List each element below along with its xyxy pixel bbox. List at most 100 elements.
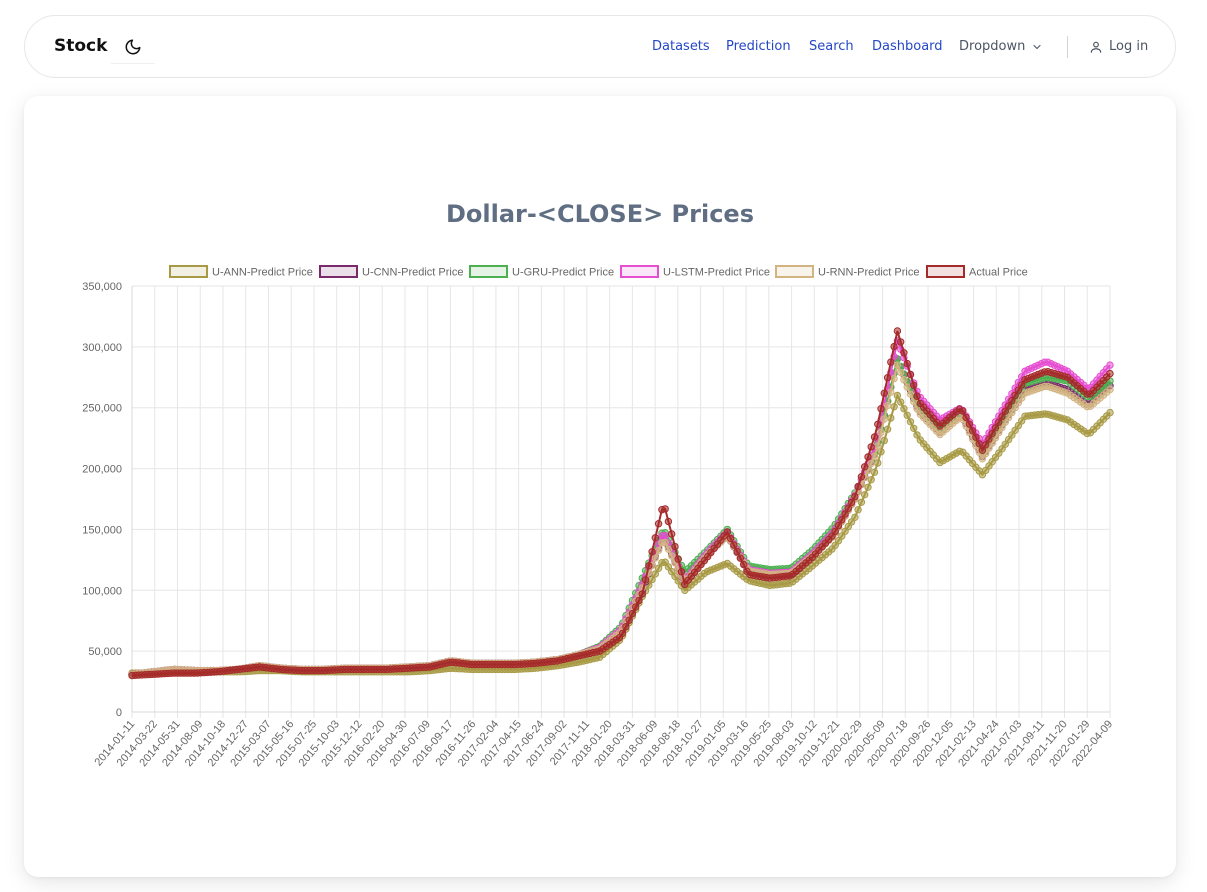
- data-point: [1011, 404, 1019, 412]
- data-point: [903, 359, 911, 368]
- data-point: [841, 510, 849, 518]
- data-point: [632, 603, 640, 611]
- nav-link-search[interactable]: Search: [809, 39, 854, 54]
- theme-toggle-button[interactable]: [111, 30, 155, 64]
- data-point: [857, 498, 866, 506]
- data-point: [1004, 402, 1013, 410]
- data-point: [887, 414, 895, 422]
- data-point: [877, 448, 885, 456]
- legend-swatch: [319, 265, 358, 278]
- data-point: [913, 405, 921, 413]
- legend-label: U-RNN-Predict Price: [818, 267, 919, 279]
- login-button[interactable]: Log in: [1089, 39, 1148, 54]
- data-point: [998, 412, 1006, 421]
- data-point: [867, 476, 875, 484]
- data-point: [887, 388, 895, 396]
- data-point: [893, 361, 902, 369]
- data-point: [867, 459, 875, 468]
- data-point: [861, 463, 869, 471]
- data-point: [900, 405, 908, 413]
- data-point: [880, 389, 888, 397]
- user-icon: [1090, 41, 1102, 53]
- data-point: [661, 505, 669, 513]
- y-tick-label: 50,000: [88, 646, 122, 658]
- data-point: [857, 473, 866, 481]
- nav-link-dashboard[interactable]: Dashboard: [872, 39, 943, 54]
- nav-divider: [1067, 36, 1068, 58]
- data-point: [1106, 408, 1114, 417]
- y-tick-label: 300,000: [82, 342, 122, 354]
- data-point: [893, 327, 902, 335]
- data-point: [900, 376, 908, 384]
- data-point: [668, 530, 676, 538]
- data-point: [854, 482, 862, 491]
- data-point: [870, 468, 879, 476]
- data-point: [730, 541, 738, 549]
- y-tick-label: 100,000: [82, 585, 122, 597]
- legend-swatch: [926, 265, 965, 278]
- data-point: [883, 425, 892, 433]
- data-point: [874, 459, 882, 467]
- data-point: [877, 405, 885, 413]
- legend-swatch: [775, 265, 814, 278]
- data-point: [733, 547, 741, 556]
- data-point: [654, 520, 663, 528]
- data-point: [870, 452, 879, 460]
- nav-dropdown[interactable]: Dropdown: [959, 39, 1043, 54]
- nav-link-prediction[interactable]: Prediction: [726, 39, 791, 54]
- data-point: [736, 554, 745, 562]
- data-point: [651, 534, 659, 542]
- data-point: [618, 629, 627, 637]
- data-point: [671, 542, 679, 551]
- y-tick-label: 350,000: [82, 281, 122, 293]
- data-point: [988, 429, 996, 438]
- nav-link-datasets[interactable]: Datasets: [652, 39, 710, 54]
- legend-swatch: [620, 265, 659, 278]
- data-point: [906, 418, 915, 426]
- legend-label: U-CNN-Predict Price: [362, 267, 463, 279]
- data-point: [1018, 394, 1026, 402]
- data-point: [674, 555, 682, 563]
- data-point: [883, 374, 892, 382]
- data-point: [962, 413, 970, 422]
- brand-logo[interactable]: Stock: [54, 36, 108, 56]
- data-point: [906, 370, 915, 379]
- data-point: [645, 562, 653, 570]
- legend-swatch: [169, 265, 208, 278]
- data-point: [913, 392, 921, 400]
- data-point: [831, 527, 839, 536]
- data-point: [834, 521, 843, 530]
- data-point: [654, 564, 663, 572]
- data-point: [847, 498, 856, 507]
- data-point: [965, 420, 974, 428]
- y-tick-label: 150,000: [82, 524, 122, 536]
- data-point: [900, 349, 908, 357]
- data-point: [723, 528, 731, 536]
- data-point: [890, 374, 898, 383]
- data-point: [893, 391, 902, 400]
- data-point: [864, 483, 872, 491]
- data-point: [864, 453, 872, 461]
- data-point: [1106, 361, 1114, 369]
- data-point: [883, 401, 892, 410]
- data-point: [890, 342, 898, 351]
- data-point: [877, 428, 885, 437]
- data-point: [625, 616, 633, 624]
- data-point: [1018, 381, 1026, 389]
- data-point: [897, 398, 905, 406]
- data-point: [1106, 369, 1114, 378]
- legend-label: U-GRU-Predict Price: [512, 267, 614, 279]
- nav-dropdown-label: Dropdown: [959, 39, 1026, 54]
- data-point: [1014, 386, 1023, 394]
- data-point: [668, 552, 676, 560]
- data-point: [1008, 397, 1016, 405]
- y-tick-label: 200,000: [82, 464, 122, 476]
- legend-label: U-LSTM-Predict Price: [663, 267, 770, 279]
- y-tick-label: 0: [116, 707, 122, 719]
- data-point: [851, 492, 859, 501]
- data-point: [995, 418, 1003, 426]
- data-point: [844, 504, 852, 512]
- navbar: Stock Datasets Prediction Search Dashboa…: [24, 15, 1176, 78]
- data-point: [910, 397, 918, 406]
- login-label: Log in: [1109, 39, 1149, 54]
